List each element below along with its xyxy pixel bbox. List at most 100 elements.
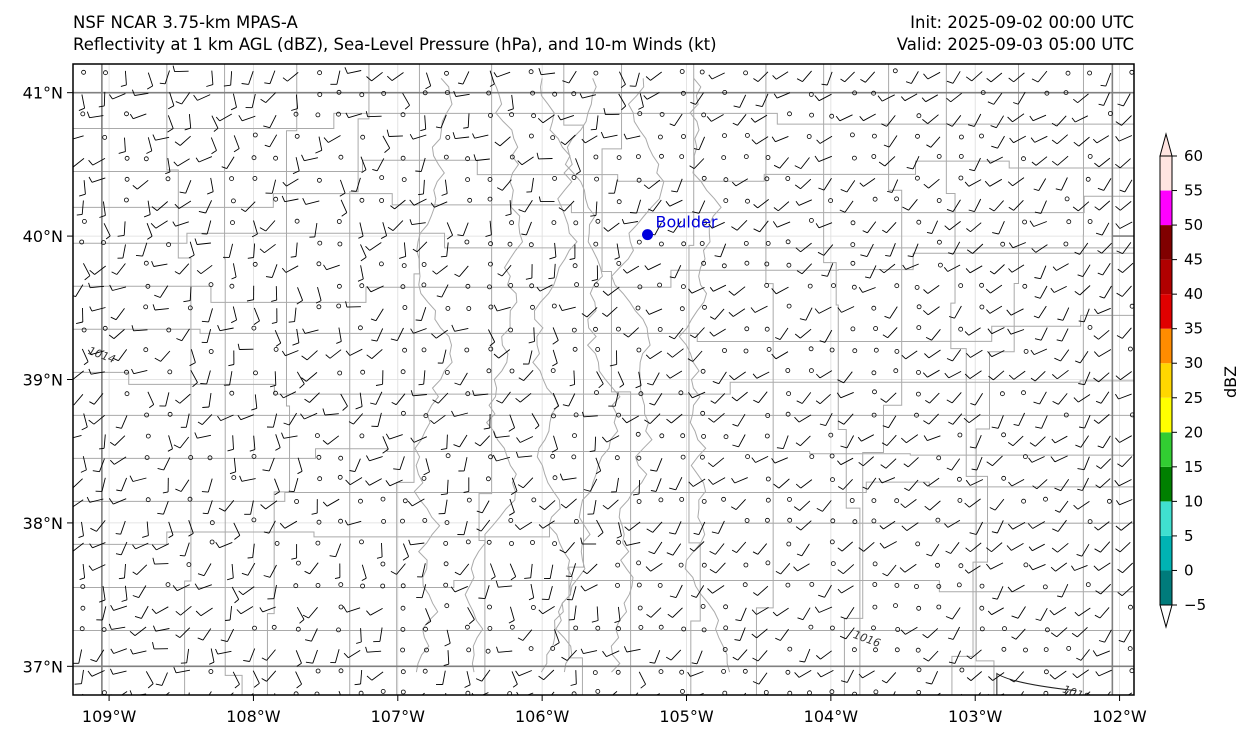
wind-barb	[1100, 72, 1112, 87]
county-line	[73, 232, 1134, 249]
calm-wind-marker	[785, 239, 791, 245]
wind-barb	[202, 500, 213, 515]
calm-wind-marker	[723, 434, 729, 440]
wind-barb	[450, 585, 468, 593]
calm-wind-marker	[165, 176, 171, 182]
wind-barb	[175, 479, 190, 492]
wind-barb	[173, 436, 190, 449]
wind-barb	[1097, 263, 1111, 276]
calm-wind-marker	[316, 304, 322, 310]
wind-barb	[290, 242, 298, 258]
wind-barb	[109, 456, 127, 465]
county-line-irregular	[678, 78, 731, 673]
calm-wind-marker	[445, 134, 451, 140]
calm-wind-marker	[958, 563, 964, 569]
calm-wind-marker	[166, 242, 172, 248]
calm-wind-marker	[337, 241, 343, 247]
wind-barb	[410, 390, 427, 397]
wind-barb	[478, 585, 490, 600]
calm-wind-marker	[338, 154, 344, 160]
wind-barb	[117, 244, 126, 259]
wind-barb	[1098, 92, 1110, 106]
wind-barb	[382, 135, 391, 153]
calm-wind-marker	[936, 455, 942, 461]
wind-barb	[515, 670, 532, 677]
wind-barb	[881, 672, 897, 684]
wind-barb	[487, 329, 496, 347]
calm-wind-marker	[572, 263, 578, 269]
calm-wind-marker	[124, 369, 129, 375]
wind-barb	[633, 479, 641, 496]
wind-barb	[538, 67, 556, 76]
wind-barb	[629, 199, 642, 214]
wind-barb	[1097, 242, 1112, 254]
calm-wind-marker	[958, 326, 964, 332]
wind-barb	[282, 178, 299, 187]
calm-wind-marker	[486, 368, 492, 374]
calm-wind-marker	[850, 242, 856, 248]
calm-wind-marker	[379, 198, 385, 203]
wind-barb	[946, 392, 962, 404]
wind-barb	[669, 521, 682, 535]
calm-wind-marker	[508, 327, 514, 333]
calm-wind-marker	[871, 625, 876, 631]
wind-barb	[109, 93, 126, 100]
wind-barb	[707, 457, 725, 468]
calm-wind-marker	[530, 540, 535, 545]
wind-barb	[986, 562, 1004, 570]
calm-wind-marker	[1022, 283, 1028, 289]
calm-wind-marker	[852, 348, 858, 354]
wind-barb	[1115, 521, 1133, 531]
calm-wind-marker	[785, 176, 791, 181]
calm-wind-marker	[465, 283, 471, 289]
colorbar-max-extension	[1159, 132, 1173, 157]
calm-wind-marker	[509, 112, 515, 117]
axis-ticks: 109°W 108°W 107°W 106°W 105°W 104°W 103°W 102°W…	[23, 84, 1147, 726]
calm-wind-marker	[679, 154, 685, 160]
city-marker[interactable]	[642, 229, 654, 241]
wind-barb	[464, 671, 471, 688]
wind-barb	[971, 456, 983, 471]
wind-barb	[99, 586, 106, 603]
wind-barb	[473, 154, 490, 161]
calm-wind-marker	[744, 518, 750, 523]
wind-barb	[239, 475, 256, 482]
calm-wind-marker	[423, 413, 429, 419]
calm-wind-marker	[829, 453, 835, 459]
calm-wind-marker	[1023, 454, 1028, 460]
wind-barb	[964, 498, 981, 508]
calm-wind-marker	[1000, 241, 1006, 247]
wind-barb	[370, 308, 384, 322]
wind-barb	[987, 92, 1003, 105]
wind-barb	[390, 327, 404, 342]
calm-wind-marker	[314, 691, 320, 695]
wind-barb	[282, 72, 299, 82]
wind-barb	[1030, 348, 1048, 356]
wind-barb	[194, 432, 211, 439]
wind-barb	[733, 94, 747, 108]
wind-barb	[517, 477, 534, 489]
wind-barb	[649, 393, 663, 406]
calm-wind-marker	[338, 455, 344, 461]
wind-barb	[245, 93, 256, 109]
wind-barb	[80, 456, 87, 473]
wind-barb	[184, 114, 192, 131]
wind-barb	[261, 670, 277, 682]
calm-wind-marker	[445, 453, 451, 459]
wind-barb	[485, 220, 492, 238]
calm-wind-marker	[443, 561, 449, 567]
calm-wind-marker	[593, 154, 599, 160]
wind-barb	[88, 158, 106, 166]
wind-barb	[496, 646, 513, 653]
county-line-irregular	[464, 78, 524, 673]
calm-wind-marker	[721, 155, 727, 161]
wind-barb	[263, 564, 277, 578]
wind-barb	[302, 198, 320, 205]
calm-wind-marker	[379, 175, 385, 181]
wind-barb	[1092, 135, 1110, 144]
lon-tick-label: 109°W	[82, 707, 137, 726]
wind-barb	[902, 263, 919, 270]
wind-barb	[877, 94, 895, 102]
calm-wind-marker	[1087, 153, 1093, 159]
